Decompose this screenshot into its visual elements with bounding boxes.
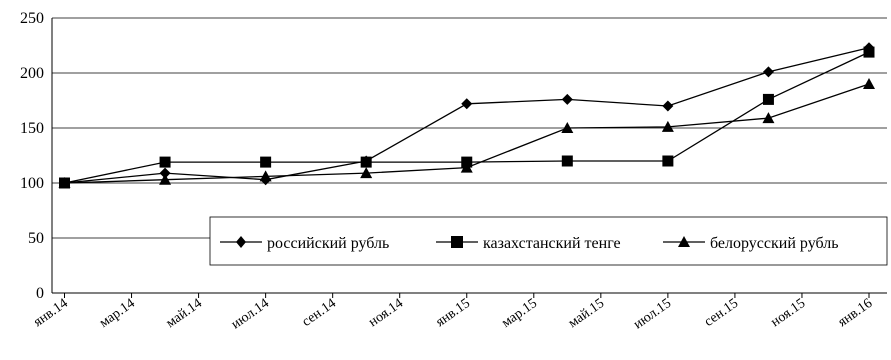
legend-item-kazakh-tenge: казахстанский тенге: [436, 235, 621, 252]
legend: российский рубль казахстанский тенге бел…: [209, 216, 888, 266]
legend-label-belarusian-ruble: белорусский рубль: [710, 235, 839, 252]
x-tick-label: мар.14: [97, 296, 138, 331]
square-point: [360, 156, 372, 168]
y-tick-label: 100: [20, 175, 44, 192]
square-point: [662, 155, 674, 167]
y-tick-label: 250: [20, 10, 44, 27]
y-tick-label: 200: [20, 65, 44, 82]
legend-box: [209, 216, 888, 266]
diamond-point: [662, 100, 674, 112]
triangle-point: [159, 173, 172, 185]
diamond-marker-icon: [236, 236, 246, 248]
square-point: [762, 93, 774, 105]
legend-label-kazakh-tenge: казахстанский тенге: [483, 235, 621, 252]
diamond-point: [762, 66, 774, 78]
triangle-point: [863, 78, 875, 89]
triangle-marker-icon: [678, 236, 690, 247]
x-tick-label: ноя.14: [366, 296, 406, 330]
y-tick-label: 150: [20, 120, 44, 137]
square-marker-icon: [451, 236, 463, 248]
x-tick-label: мар.15: [499, 296, 540, 331]
x-tick-label: июл.15: [631, 296, 674, 332]
x-tick-label: сен.15: [702, 296, 741, 330]
triangle-point: [762, 112, 775, 124]
x-tick-label: май.14: [164, 296, 205, 331]
legend-item-russian-ruble: российский рубль: [220, 235, 389, 252]
triangle-point: [58, 177, 71, 188]
x-tick-label: сен.14: [300, 296, 339, 330]
triangle-point: [460, 161, 473, 173]
x-tick-label: янв.15: [433, 296, 473, 330]
square-point: [863, 46, 875, 58]
diamond-point: [159, 167, 171, 179]
y-tick-label: 0: [36, 285, 44, 302]
x-tick-label: июл.14: [229, 296, 272, 332]
series-markers: [58, 42, 875, 189]
square-point: [159, 156, 171, 168]
y-tick-label: 50: [28, 230, 44, 247]
x-tick-label: янв.16: [836, 296, 876, 330]
triangle-point: [561, 122, 574, 133]
triangle-point: [661, 120, 674, 132]
x-tick-label: май.15: [566, 296, 607, 331]
diamond-point: [561, 93, 573, 105]
gridlines: [52, 17, 887, 239]
triangle-point: [259, 170, 272, 182]
legend-item-belarusian-ruble: белорусский рубль: [663, 235, 839, 252]
legend-label-russian-ruble: российский рубль: [267, 235, 389, 252]
x-tick-label: ноя.15: [768, 296, 808, 330]
square-point: [561, 155, 573, 167]
triangle-point: [360, 167, 373, 179]
diamond-point: [461, 98, 473, 110]
square-point: [260, 156, 272, 168]
